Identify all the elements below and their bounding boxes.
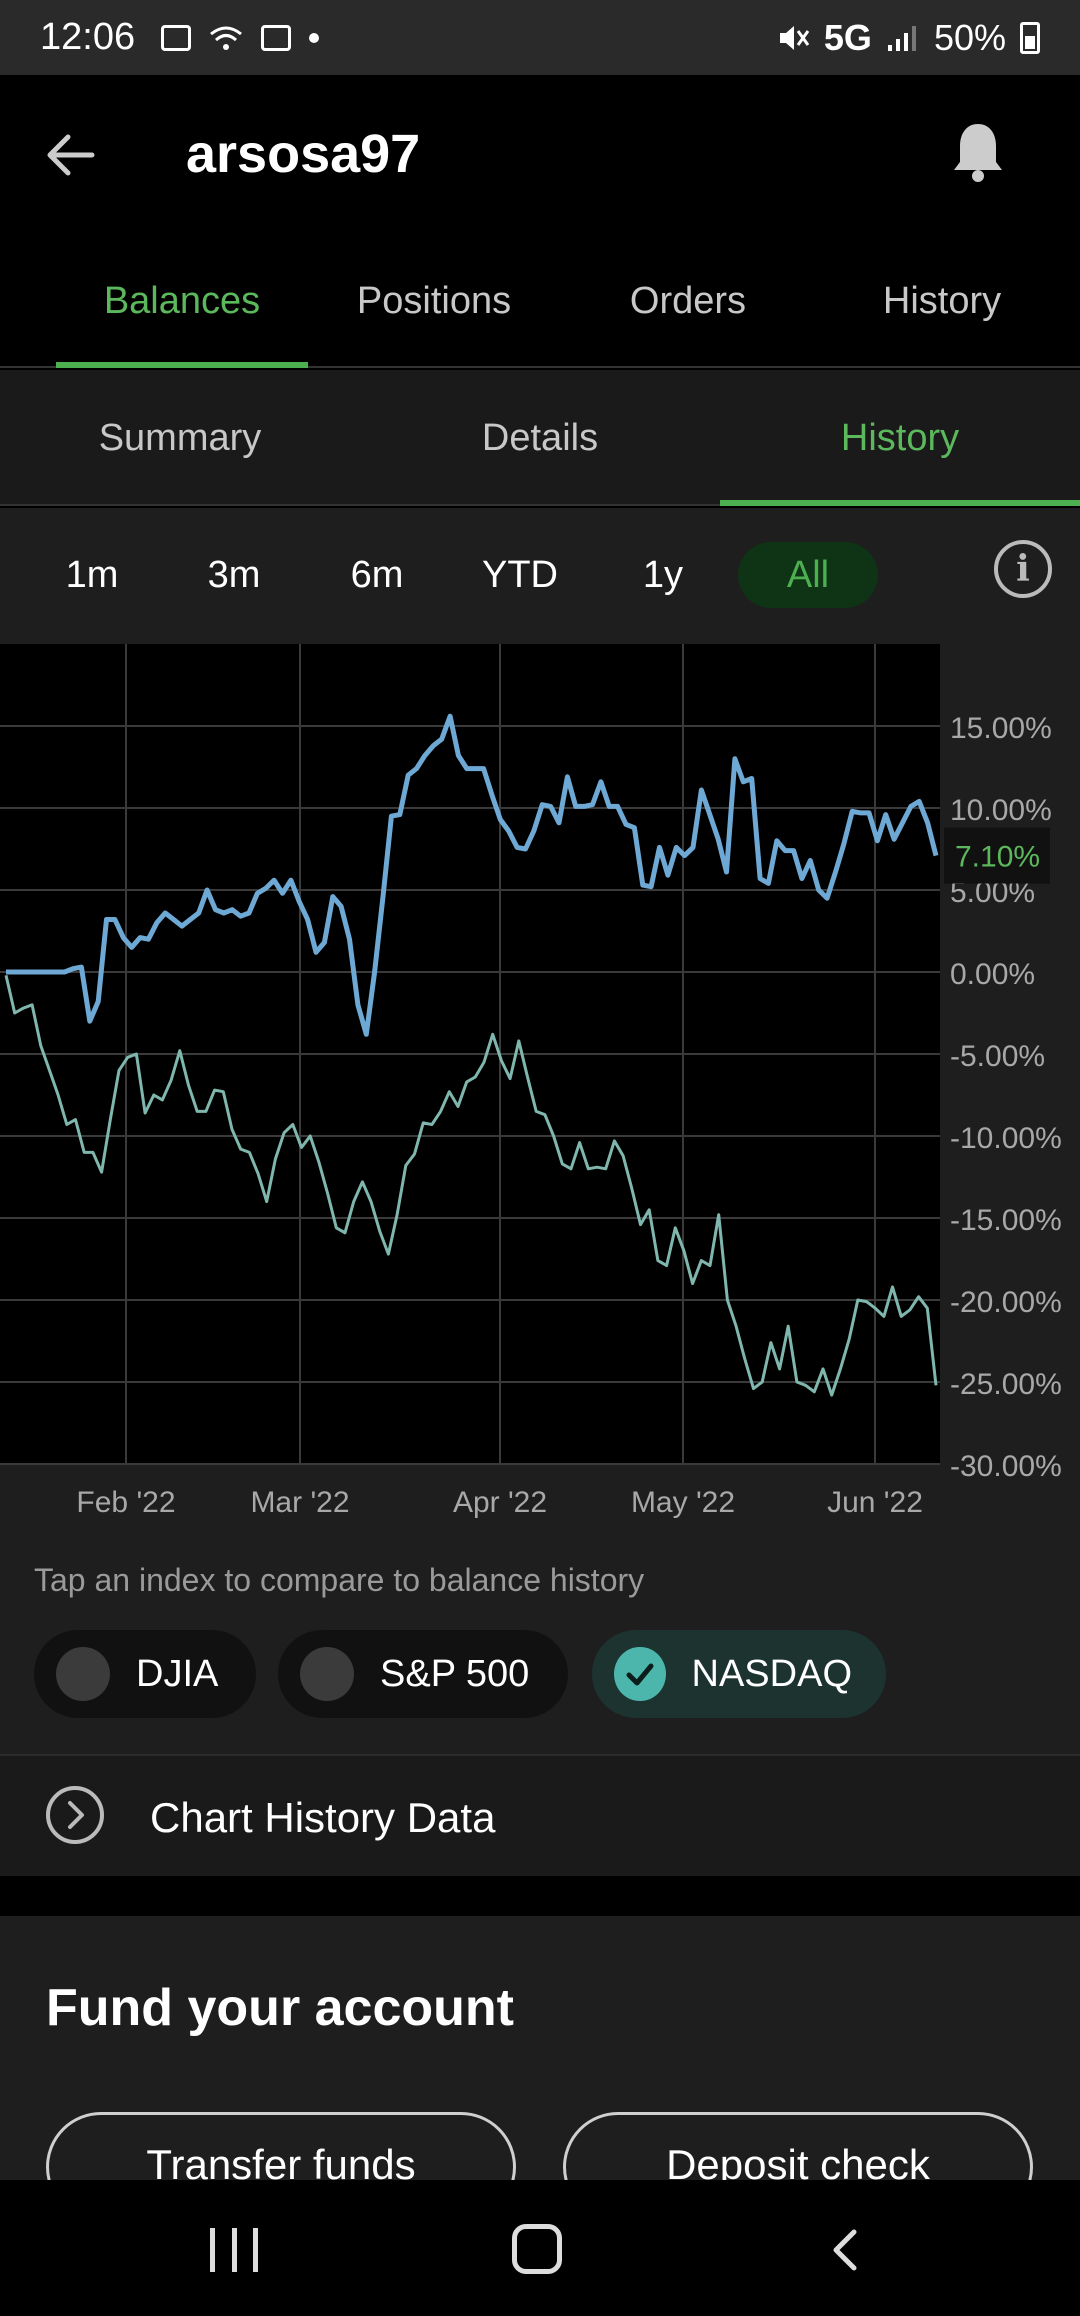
arrow-left-icon[interactable]	[40, 125, 100, 185]
x-tick-label: Jun '22	[827, 1486, 923, 1519]
fund-heading: Fund your account	[46, 1979, 514, 2037]
wifi-icon	[210, 26, 243, 50]
home-icon[interactable]	[512, 2224, 562, 2274]
range-6m[interactable]: 6m	[350, 553, 404, 596]
nasdaq-series-line	[4, 974, 938, 1397]
fund-section: Fund your account Transfer funds Deposit…	[0, 1916, 1080, 2180]
x-tick-label: Mar '22	[250, 1486, 349, 1519]
checkmark-icon	[614, 1647, 666, 1701]
notification-icons	[161, 24, 320, 52]
index-nasdaq[interactable]: NASDAQ	[592, 1630, 886, 1718]
range-1y[interactable]: 1y	[642, 553, 684, 596]
chevron-right-circle-icon	[46, 1786, 104, 1844]
message-icon	[161, 24, 192, 51]
main-tabs: Balances Positions Orders History	[0, 235, 1080, 368]
y-tick-label: 0.00%	[950, 958, 1035, 991]
range-ytd[interactable]: YTD	[482, 553, 558, 596]
chart-svg: 15.00%10.00%5.00%0.00%-5.00%-10.00%-15.0…	[0, 644, 1062, 1519]
current-value-box	[944, 827, 1050, 884]
range-selector: 1m 3m 6m YTD 1y All	[0, 508, 1080, 644]
subtab-summary[interactable]: Summary	[98, 416, 262, 459]
app-header: arsosa97	[0, 75, 1080, 235]
x-tick-label: Apr '22	[453, 1486, 547, 1519]
radio-icon	[300, 1647, 354, 1701]
index-label: S&P 500	[380, 1652, 530, 1695]
status-right: 5G 50%	[776, 17, 1040, 59]
radio-icon	[56, 1647, 110, 1701]
chart-history-data-row[interactable]: Chart History Data	[0, 1754, 1080, 1876]
tab-positions[interactable]: Positions	[356, 280, 512, 322]
current-value-label: 7.10%	[955, 841, 1040, 874]
subtab-details[interactable]: Details	[481, 416, 599, 459]
index-djia[interactable]: DJIA	[34, 1630, 256, 1718]
network-type: 5G	[823, 16, 872, 58]
info-icon[interactable]: i	[994, 540, 1052, 598]
x-tick-label: May '22	[631, 1486, 735, 1519]
bell-icon[interactable]	[950, 120, 1006, 184]
balance-history-chart: 15.00% 10.00% 5.00% 0.00% -5.00% -10.00% -15.0…	[0, 644, 1080, 1544]
subtab-history[interactable]: History	[840, 416, 960, 459]
y-tick-label: 15.00%	[950, 712, 1052, 745]
sub-tabs: Summary Details History	[0, 370, 1080, 506]
index-label: NASDAQ	[691, 1652, 852, 1695]
balance-series-line	[6, 713, 939, 1037]
compare-section: Tap an index to compare to balance histo…	[0, 1544, 1080, 1754]
battery-icon	[1020, 21, 1040, 54]
nav-back-icon[interactable]	[822, 2226, 870, 2274]
y-tick-label: -15.00%	[950, 1204, 1062, 1237]
y-tick-label: 10.00%	[950, 794, 1052, 827]
tab-indicator	[56, 362, 308, 368]
photo-icon	[261, 24, 292, 51]
range-1m[interactable]: 1m	[65, 553, 119, 596]
system-nav-bar	[0, 2180, 1080, 2316]
battery-percent: 50%	[933, 16, 1006, 58]
account-title: arsosa97	[186, 124, 421, 184]
subtab-indicator	[720, 500, 1080, 506]
signal-icon	[887, 25, 916, 51]
index-label: DJIA	[136, 1652, 219, 1695]
range-all[interactable]: All	[738, 542, 878, 608]
dot-icon	[309, 32, 320, 43]
y-tick-label: -20.00%	[950, 1286, 1062, 1319]
status-time: 12:06	[40, 16, 136, 58]
y-tick-label: -25.00%	[950, 1368, 1062, 1401]
recent-apps-icon[interactable]	[210, 2228, 258, 2272]
y-tick-label: -30.00%	[950, 1450, 1062, 1483]
deposit-check-button[interactable]: Deposit check	[563, 2112, 1033, 2180]
status-bar: 12:06 5G 50%	[0, 0, 1080, 75]
x-tick-label: Feb '22	[76, 1486, 175, 1519]
mute-icon	[779, 25, 810, 50]
tab-balances[interactable]: Balances	[103, 280, 261, 322]
tab-history[interactable]: History	[882, 280, 1002, 322]
index-sp500[interactable]: S&P 500	[278, 1630, 568, 1718]
range-3m[interactable]: 3m	[207, 553, 261, 596]
compare-hint: Tap an index to compare to balance histo…	[34, 1562, 645, 1598]
transfer-funds-button[interactable]: Transfer funds	[46, 2112, 516, 2180]
y-tick-label: -10.00%	[950, 1122, 1062, 1155]
tab-orders[interactable]: Orders	[629, 280, 747, 322]
chart-history-label: Chart History Data	[150, 1794, 496, 1841]
y-tick-label: -5.00%	[950, 1040, 1045, 1073]
